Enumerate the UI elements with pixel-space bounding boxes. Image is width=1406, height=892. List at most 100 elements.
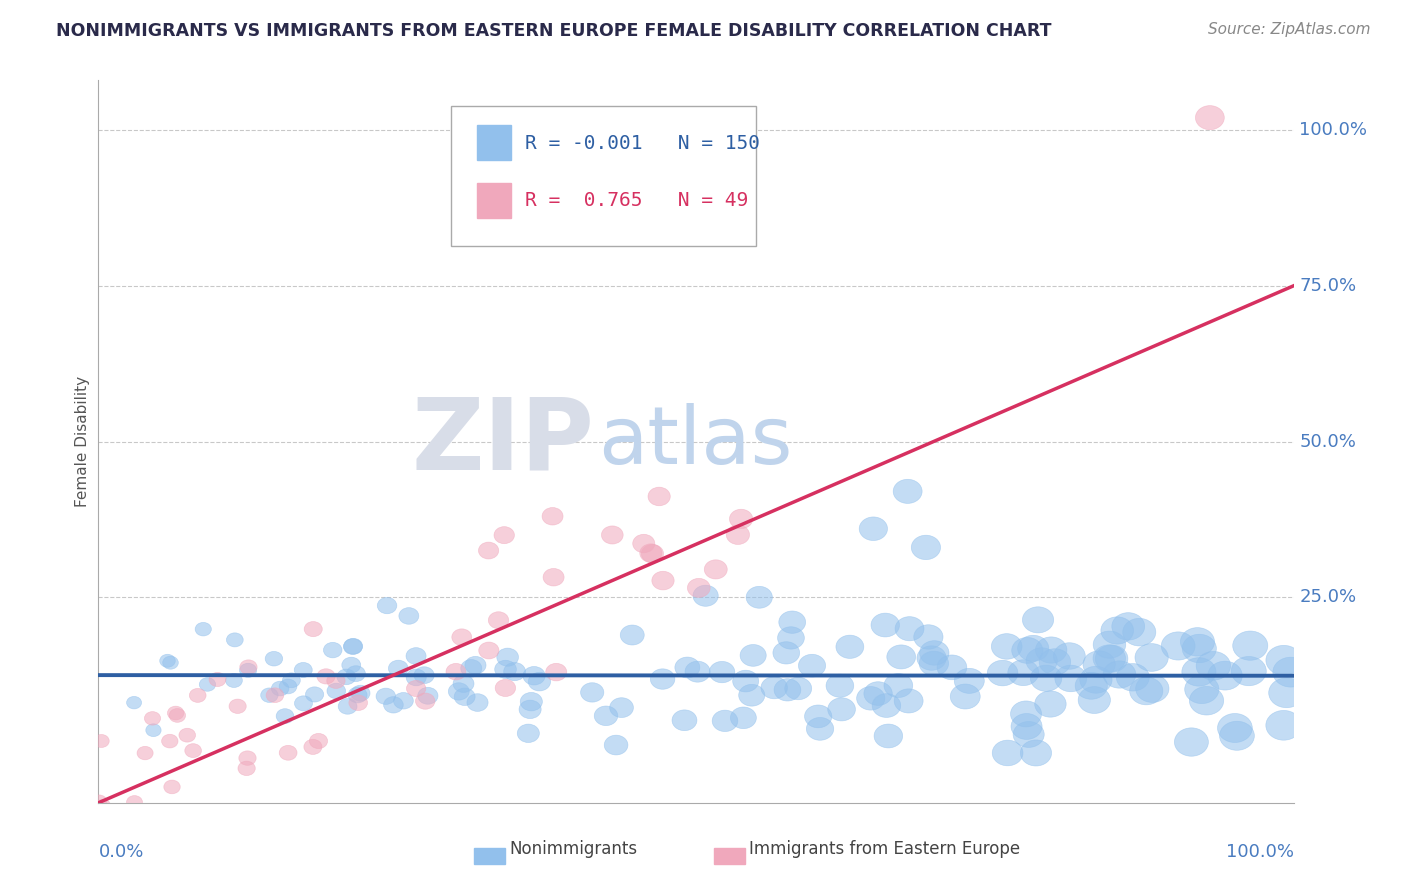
Ellipse shape [648,487,671,506]
Ellipse shape [1053,643,1085,669]
Ellipse shape [1080,666,1112,693]
Ellipse shape [1012,638,1043,664]
Ellipse shape [127,697,142,709]
Ellipse shape [1101,617,1133,644]
Text: 75.0%: 75.0% [1299,277,1357,295]
Ellipse shape [184,744,201,757]
Ellipse shape [936,655,967,680]
Ellipse shape [713,710,738,731]
Ellipse shape [731,707,756,729]
Ellipse shape [1195,105,1225,129]
Ellipse shape [1265,645,1302,675]
Ellipse shape [145,712,160,725]
Ellipse shape [165,780,180,794]
Ellipse shape [856,687,884,710]
Ellipse shape [602,526,623,544]
Ellipse shape [195,623,211,636]
Ellipse shape [343,639,363,654]
Ellipse shape [280,679,297,694]
Ellipse shape [1078,687,1111,714]
Ellipse shape [451,629,471,646]
Ellipse shape [733,670,759,692]
Bar [477,183,510,218]
Ellipse shape [837,635,863,658]
Text: 25.0%: 25.0% [1299,588,1357,607]
Ellipse shape [323,642,342,657]
Ellipse shape [1208,661,1243,690]
Ellipse shape [799,655,825,677]
Ellipse shape [1104,661,1136,688]
Ellipse shape [827,674,853,698]
Ellipse shape [1022,607,1053,633]
Ellipse shape [1035,691,1066,717]
Text: NONIMMIGRANTS VS IMMIGRANTS FROM EASTERN EUROPE FEMALE DISABILITY CORRELATION CH: NONIMMIGRANTS VS IMMIGRANTS FROM EASTERN… [56,22,1052,40]
Ellipse shape [775,679,801,701]
Ellipse shape [138,821,153,834]
Ellipse shape [727,525,749,544]
Ellipse shape [872,694,901,717]
Ellipse shape [304,739,322,755]
Ellipse shape [1116,664,1149,691]
Ellipse shape [337,669,356,685]
Ellipse shape [887,645,915,669]
Ellipse shape [785,677,811,699]
Ellipse shape [494,526,515,543]
Ellipse shape [991,633,1022,659]
Ellipse shape [520,692,543,711]
Ellipse shape [276,709,294,723]
Ellipse shape [91,795,107,808]
Ellipse shape [162,734,179,748]
Ellipse shape [238,761,256,775]
Ellipse shape [523,666,546,685]
Ellipse shape [454,688,475,706]
Ellipse shape [418,688,439,704]
Ellipse shape [467,694,488,712]
Ellipse shape [167,706,184,720]
Ellipse shape [1197,651,1230,680]
Ellipse shape [200,678,215,691]
Ellipse shape [461,659,482,677]
Ellipse shape [950,684,980,709]
Ellipse shape [349,687,367,703]
Ellipse shape [377,598,396,614]
Ellipse shape [266,688,284,703]
Ellipse shape [190,689,207,702]
Ellipse shape [240,660,257,674]
Ellipse shape [1123,618,1156,646]
Ellipse shape [416,693,434,709]
Ellipse shape [519,700,541,719]
Ellipse shape [640,544,662,562]
Ellipse shape [260,688,278,703]
Ellipse shape [1135,644,1168,672]
Ellipse shape [495,680,516,697]
Ellipse shape [652,571,673,590]
Text: 0.0%: 0.0% [98,843,143,861]
Ellipse shape [761,677,787,698]
Ellipse shape [346,665,366,681]
Text: 50.0%: 50.0% [1299,433,1357,450]
Ellipse shape [406,648,426,665]
Ellipse shape [651,669,675,690]
Ellipse shape [280,746,297,760]
Ellipse shape [517,724,540,742]
Ellipse shape [920,651,949,676]
Ellipse shape [239,751,256,765]
Ellipse shape [1014,722,1045,747]
Ellipse shape [740,645,766,666]
Ellipse shape [465,657,486,674]
Ellipse shape [294,663,312,678]
Ellipse shape [163,657,179,669]
Ellipse shape [1076,673,1108,699]
Ellipse shape [610,698,634,717]
Ellipse shape [605,735,628,755]
Ellipse shape [266,651,283,666]
Ellipse shape [478,642,499,659]
Ellipse shape [1095,645,1128,673]
Ellipse shape [375,688,395,705]
Ellipse shape [595,706,617,725]
Text: R = -0.001   N = 150: R = -0.001 N = 150 [524,134,761,153]
Ellipse shape [155,821,172,835]
Ellipse shape [328,683,346,698]
Ellipse shape [1018,635,1049,661]
Ellipse shape [893,479,922,503]
